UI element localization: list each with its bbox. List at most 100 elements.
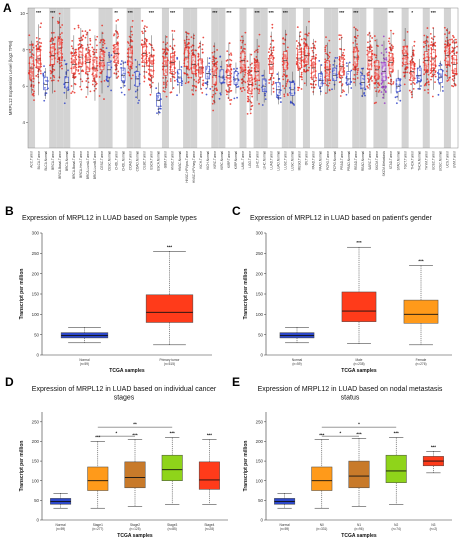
x-tick-label: LUAD.Normal — [276, 151, 280, 171]
data-point — [243, 89, 246, 91]
data-point — [353, 26, 356, 29]
data-point — [152, 55, 155, 57]
data-point — [402, 71, 405, 74]
x-tick-count: (n=85) — [168, 527, 177, 531]
data-point — [427, 91, 430, 94]
group-stad-normal: STAD.Normal — [394, 69, 402, 170]
data-point — [271, 26, 274, 29]
data-point — [258, 90, 261, 92]
data-point — [412, 81, 415, 84]
data-point — [352, 68, 355, 71]
box-stage2: ***Stage2(n=125) — [124, 432, 146, 531]
data-point — [164, 59, 167, 62]
data-point — [452, 40, 455, 42]
data-point — [174, 71, 177, 74]
data-point — [28, 48, 31, 51]
data-point — [380, 52, 383, 54]
data-point — [452, 49, 455, 52]
data-point — [89, 37, 92, 40]
data-point — [171, 64, 173, 66]
data-point — [446, 43, 449, 46]
x-tick-count: (n=28) — [205, 527, 214, 531]
data-point — [131, 33, 134, 36]
data-point — [52, 74, 54, 77]
x-tick-count: (n=331) — [316, 527, 327, 531]
data-point — [105, 78, 108, 81]
data-point — [208, 57, 211, 60]
data-point — [56, 60, 59, 63]
data-point — [240, 35, 243, 38]
significance-label: *** — [339, 10, 344, 15]
box-stage1: ***Stage1(n=277) — [87, 434, 109, 531]
data-point — [162, 86, 165, 89]
data-point — [171, 68, 174, 71]
data-point — [226, 93, 228, 96]
data-point — [113, 72, 116, 75]
data-point — [430, 37, 433, 40]
data-point — [36, 73, 39, 76]
data-point — [81, 44, 84, 47]
data-point — [134, 59, 137, 61]
data-point — [130, 67, 133, 70]
data-point — [250, 105, 253, 108]
data-point — [387, 82, 390, 85]
data-point — [129, 48, 132, 51]
data-point — [247, 95, 250, 98]
data-point — [391, 47, 394, 50]
data-point — [79, 62, 82, 65]
group-blca-normal: BLCA.Normal — [42, 65, 49, 171]
data-point — [447, 79, 450, 81]
y-tick-label: 150 — [32, 292, 40, 297]
significance-label: *** — [167, 244, 172, 249]
data-point — [282, 78, 285, 81]
data-point — [356, 43, 358, 46]
data-point — [78, 50, 81, 53]
data-point — [374, 86, 376, 89]
x-tick-label: KIRP.Normal — [234, 151, 238, 169]
data-point — [57, 21, 60, 24]
data-point — [113, 33, 116, 36]
data-point — [49, 77, 52, 79]
data-point — [183, 39, 186, 42]
data-point — [261, 104, 264, 106]
data-point — [440, 64, 443, 66]
data-point — [73, 67, 75, 69]
box-body — [341, 291, 377, 322]
panel-letter-e: E — [232, 375, 240, 389]
data-point — [49, 40, 52, 43]
data-point — [85, 48, 88, 51]
x-tick-label: CESC.Normal — [107, 151, 111, 171]
box — [360, 74, 366, 89]
box — [332, 67, 337, 82]
data-point — [377, 90, 380, 93]
data-point — [71, 40, 74, 42]
data-point — [35, 75, 38, 77]
data-point — [289, 101, 292, 104]
data-point — [149, 61, 152, 64]
data-point — [198, 78, 201, 80]
data-point — [96, 44, 98, 47]
group-lgg-tumor: LGG.Tumor — [246, 53, 254, 168]
data-point — [233, 97, 236, 100]
x-tick-count: (n=515) — [164, 362, 175, 366]
y-tick-label: 0 — [37, 353, 40, 358]
data-point — [264, 94, 267, 97]
box-body — [403, 299, 439, 324]
data-point — [335, 65, 338, 67]
data-point — [424, 83, 427, 86]
data-point — [142, 45, 145, 48]
data-point — [115, 45, 117, 48]
data-point — [138, 99, 140, 102]
data-point — [401, 65, 404, 67]
panel-title: Expression of MRPL12 in LUAD based on pa… — [250, 215, 433, 222]
data-point — [236, 67, 238, 70]
data-point — [30, 68, 33, 71]
data-point — [147, 77, 150, 80]
data-point — [100, 49, 103, 52]
data-point — [408, 89, 411, 92]
data-point — [50, 38, 52, 41]
data-point — [216, 49, 219, 51]
significance-label: *** — [36, 10, 41, 15]
data-point — [38, 37, 41, 40]
data-point — [282, 85, 284, 87]
